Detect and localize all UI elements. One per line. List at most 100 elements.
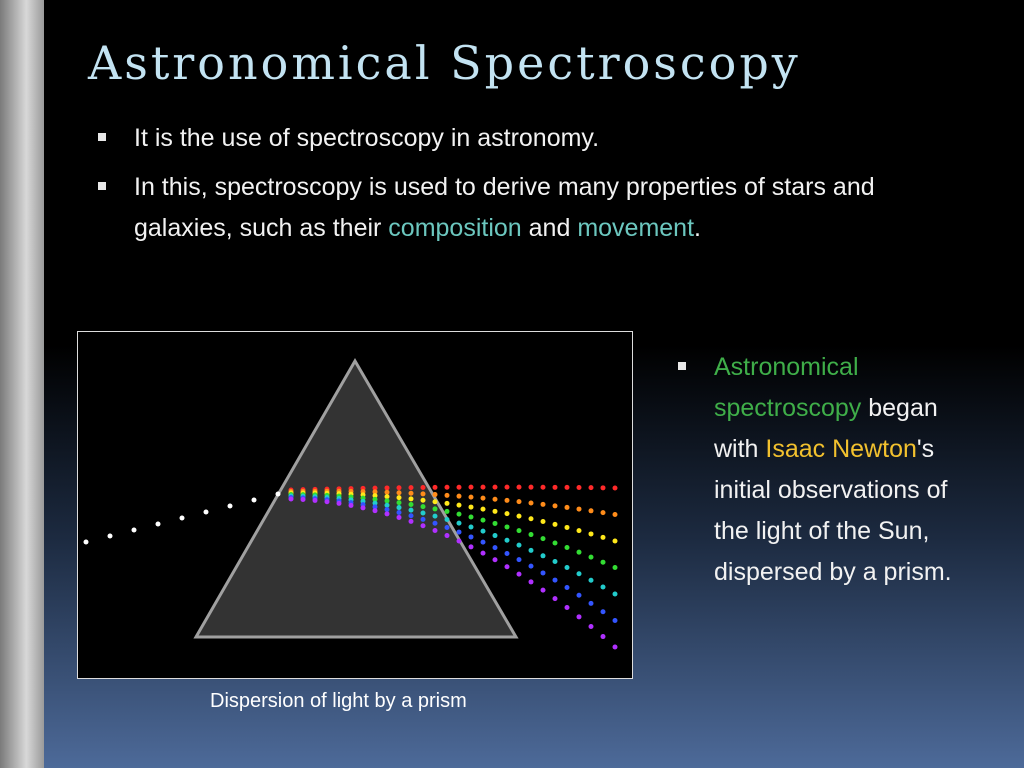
light-dot: [408, 502, 414, 508]
slide-title: Astronomical Spectroscopy: [88, 36, 801, 90]
light-dot: [480, 517, 486, 523]
light-dot: [564, 605, 570, 611]
light-dot: [492, 533, 498, 539]
light-dot: [540, 553, 546, 559]
light-dot: [588, 531, 594, 537]
text-segment: It is the use of spectroscopy in astrono…: [134, 124, 600, 152]
light-dot: [468, 484, 474, 490]
light-dot: [384, 485, 390, 491]
light-dot: [492, 557, 498, 563]
light-dot: [600, 559, 606, 565]
light-dot: [468, 514, 474, 520]
light-dot: [179, 515, 185, 521]
light-dot: [516, 499, 522, 505]
bullet: In this, spectroscopy is used to derive …: [98, 167, 954, 249]
light-dot: [432, 506, 438, 512]
figure-caption: Dispersion of light by a prism: [210, 690, 467, 712]
text-segment: In this, spectroscopy is used to derive …: [134, 173, 875, 242]
light-dot: [600, 609, 606, 615]
light-dot: [420, 523, 426, 529]
light-dot: [155, 521, 161, 527]
light-dot: [396, 490, 402, 496]
side-bar: [0, 0, 44, 768]
light-dot: [564, 585, 570, 591]
light-dot: [528, 563, 534, 569]
light-dot: [492, 545, 498, 551]
light-dot: [396, 485, 402, 491]
light-dot: [336, 500, 342, 506]
light-dot: [504, 484, 510, 490]
light-dot: [372, 500, 378, 506]
light-dot: [456, 529, 462, 535]
light-dot: [456, 520, 462, 526]
light-dot: [600, 485, 606, 491]
light-dot: [372, 485, 378, 491]
light-dot: [612, 485, 618, 491]
light-dot: [516, 542, 522, 548]
light-dot: [408, 485, 414, 491]
light-dot: [504, 524, 510, 530]
light-dot: [420, 497, 426, 503]
light-dot: [492, 520, 498, 526]
light-dot: [384, 511, 390, 517]
light-dot: [432, 484, 438, 490]
light-dot: [492, 496, 498, 502]
light-dot: [420, 484, 426, 490]
light-dot: [516, 528, 522, 534]
light-dot: [372, 504, 378, 510]
light-dot: [444, 492, 450, 498]
text-segment: 's initial observations of the light of …: [714, 435, 952, 586]
light-dot: [432, 527, 438, 533]
light-dot: [456, 511, 462, 517]
light-dot: [468, 534, 474, 540]
light-dot: [444, 500, 450, 506]
light-dot: [576, 592, 582, 598]
light-dot: [588, 508, 594, 514]
light-dot: [612, 565, 618, 570]
light-dot: [552, 484, 558, 490]
light-dot: [540, 570, 546, 576]
bullet: It is the use of spectroscopy in astrono…: [98, 118, 954, 159]
light-dot: [540, 519, 546, 525]
light-dot: [372, 496, 378, 502]
light-dot: [504, 551, 510, 556]
light-dot: [528, 579, 534, 585]
light-dot: [588, 485, 594, 491]
light-dot: [408, 507, 414, 513]
light-dot: [456, 538, 462, 544]
light-dot: [372, 489, 378, 495]
light-dot: [552, 577, 558, 583]
light-dot: [540, 501, 546, 507]
text-segment: and: [521, 214, 578, 242]
light-dot: [444, 508, 450, 514]
text-segment: composition: [388, 214, 522, 242]
light-dot: [444, 516, 450, 522]
prism-figure: [77, 331, 633, 679]
light-dot: [480, 484, 486, 490]
light-dot: [432, 492, 438, 498]
light-dot: [420, 510, 426, 516]
light-dot: [432, 499, 438, 505]
light-dot: [528, 532, 534, 538]
light-dot: [420, 504, 426, 510]
light-dot: [564, 564, 570, 570]
light-dot: [360, 505, 366, 511]
light-dot: [384, 507, 390, 513]
light-dot: [227, 503, 233, 509]
light-dot: [504, 564, 510, 570]
light-dot: [516, 484, 522, 490]
light-dot: [203, 509, 209, 515]
light-dot: [444, 533, 450, 539]
light-dot: [324, 499, 330, 505]
light-dot: [528, 500, 534, 506]
light-dot: [456, 493, 462, 499]
light-dot: [552, 559, 558, 565]
light-dot: [576, 528, 582, 534]
light-dot: [576, 506, 582, 512]
light-dot: [564, 484, 570, 490]
light-dot: [480, 550, 486, 556]
light-dot: [384, 502, 390, 508]
light-dot: [468, 544, 474, 550]
light-dot: [408, 518, 414, 524]
